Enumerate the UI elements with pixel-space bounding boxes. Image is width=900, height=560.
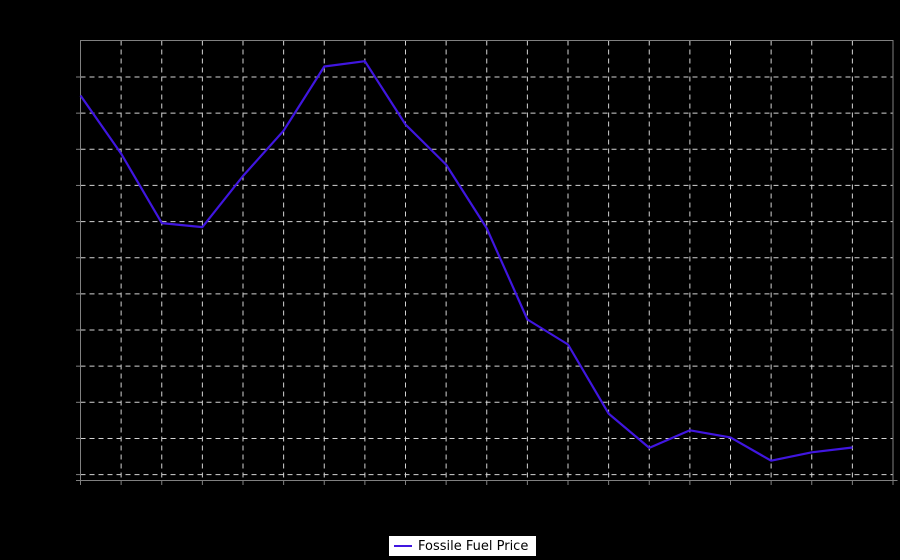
axis-ticks — [76, 76, 894, 485]
vertical-gridlines — [120, 40, 853, 481]
plot-border — [76, 40, 898, 481]
fossile-fuel-price-line — [79, 60, 853, 462]
legend-line-swatch — [394, 545, 412, 547]
horizontal-gridlines — [80, 76, 893, 476]
legend-label: Fossile Fuel Price — [418, 538, 529, 554]
legend: Fossile Fuel Price — [388, 535, 538, 557]
